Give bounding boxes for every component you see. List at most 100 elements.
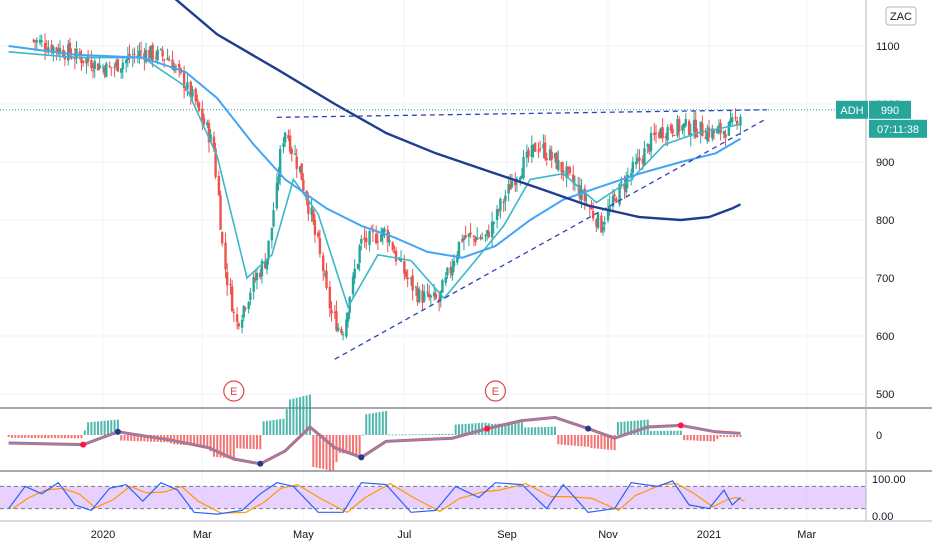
- macd-histogram-bar: [610, 435, 613, 450]
- macd-histogram-bar: [696, 435, 699, 441]
- candle-body: [161, 50, 164, 57]
- macd-histogram-bar: [269, 420, 272, 435]
- macd-histogram-bar: [189, 435, 192, 446]
- stochastic-indicator[interactable]: [8, 480, 745, 515]
- candle-body: [706, 129, 709, 142]
- candle-body: [711, 128, 714, 139]
- macd-histogram-bar: [640, 420, 643, 435]
- macd-histogram-bar: [186, 435, 189, 446]
- macd-histogram-bar: [457, 424, 460, 435]
- candle-body: [224, 242, 227, 270]
- candle-body: [363, 237, 366, 241]
- macd-histogram-bar: [626, 421, 629, 435]
- candle-body: [267, 240, 270, 260]
- macd-histogram-bar: [361, 434, 364, 436]
- macd-histogram-bar: [719, 435, 722, 437]
- candle-body: [510, 180, 514, 188]
- earnings-marker[interactable]: E: [484, 380, 507, 402]
- candle-body: [404, 271, 408, 278]
- macd-histogram-bar: [567, 435, 570, 446]
- macd-histogram-bar: [60, 435, 63, 439]
- candle-body: [214, 148, 217, 177]
- time-tick-label: Mar: [193, 529, 212, 541]
- candle-body: [325, 270, 328, 288]
- candle-body: [120, 68, 123, 73]
- macd-histogram-bar: [10, 435, 13, 438]
- candle-body: [739, 116, 742, 126]
- candle-body: [727, 122, 731, 136]
- stoch-tick-label: 0.00: [872, 511, 893, 523]
- candle-body: [302, 179, 305, 191]
- candle-body: [423, 292, 426, 302]
- candle-body: [661, 127, 664, 139]
- candle-body: [272, 210, 275, 227]
- candle-body: [340, 328, 343, 334]
- candle-body: [729, 119, 732, 124]
- candle-body: [365, 238, 368, 243]
- bar-countdown: 07:11:38: [877, 124, 919, 136]
- candle-body: [391, 242, 394, 250]
- candle-body: [560, 161, 563, 173]
- candle-body: [121, 62, 125, 70]
- candle-body: [182, 71, 186, 89]
- trendlines[interactable]: [0, 109, 866, 360]
- candle-body: [371, 231, 375, 233]
- candle-body: [480, 237, 484, 239]
- macd-indicator[interactable]: [7, 394, 742, 472]
- candle-body: [583, 188, 587, 202]
- candle-body: [673, 135, 676, 137]
- macd-histogram-bar: [232, 435, 235, 459]
- macd-histogram-bar: [736, 435, 739, 438]
- candle-body: [449, 267, 452, 273]
- candle-body: [623, 183, 626, 190]
- candle-body: [669, 124, 673, 131]
- macd-tick-label: 0: [876, 430, 882, 442]
- candle-body: [86, 56, 90, 62]
- macd-histogram-bar: [712, 435, 715, 442]
- currency-badge[interactable]: ZAC: [885, 6, 917, 26]
- macd-histogram-bar: [418, 434, 421, 436]
- earnings-label: E: [230, 386, 237, 398]
- price-tick-label: 800: [876, 215, 894, 227]
- macd-histogram-bar: [448, 433, 451, 435]
- price-tick-label: 500: [876, 389, 894, 401]
- candle-body: [625, 176, 628, 193]
- candle-body: [110, 67, 113, 69]
- candle-body: [259, 272, 262, 278]
- macd-histogram-bar: [196, 435, 199, 446]
- macd-histogram-bar: [242, 435, 245, 449]
- candle-body: [219, 195, 222, 230]
- candle-body: [38, 39, 42, 43]
- candle-body: [103, 67, 106, 76]
- macd-histogram-bar: [451, 433, 454, 435]
- macd-histogram-bar: [679, 430, 682, 435]
- macd-histogram-bar: [408, 434, 411, 436]
- macd-histogram-bar: [212, 435, 215, 457]
- candle-body: [93, 60, 96, 69]
- currency-label: ZAC: [890, 11, 912, 23]
- candle-body: [345, 319, 348, 337]
- macd-histogram-bar: [97, 421, 100, 435]
- candle-body: [255, 272, 259, 281]
- candle-body: [318, 237, 322, 255]
- macd-histogram-bar: [265, 420, 268, 435]
- macd-histogram-bar: [703, 435, 706, 441]
- candle-body: [426, 291, 429, 293]
- candle-body: [265, 258, 269, 270]
- macd-histogram-bar: [739, 435, 742, 438]
- candle-body: [441, 280, 444, 293]
- macd-histogram-bar: [600, 435, 603, 449]
- macd-histogram-bar: [385, 411, 388, 435]
- macd-histogram-bar: [262, 421, 265, 435]
- time-axis[interactable]: 2020 Mar May Jul Sep Nov 2021 Mar: [91, 529, 817, 541]
- candle-body: [646, 143, 649, 147]
- candle-body: [221, 232, 224, 244]
- candle-body: [565, 166, 568, 178]
- candle-body: [341, 334, 345, 336]
- earnings-marker[interactable]: E: [223, 380, 245, 402]
- candle-body: [696, 135, 699, 137]
- macd-histogram-bar: [322, 435, 325, 470]
- candle-body: [376, 241, 380, 243]
